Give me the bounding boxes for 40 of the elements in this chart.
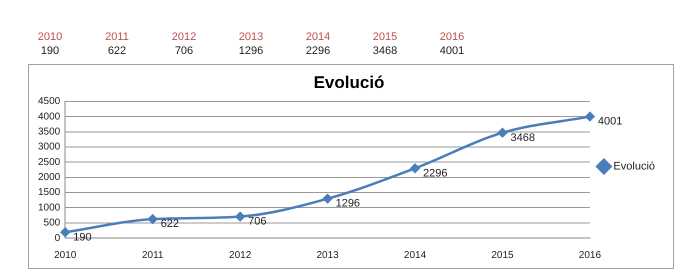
- x-tick-label: 2012: [229, 250, 252, 261]
- legend-label: Evolució: [613, 160, 655, 173]
- x-tick-label: 2015: [491, 250, 514, 261]
- text: 622: [106, 45, 128, 57]
- x-tick-label: 2014: [404, 250, 427, 261]
- data-label: 2296: [423, 167, 448, 180]
- text: 706: [174, 45, 194, 57]
- y-tick-label: 0: [54, 232, 61, 244]
- category-label: 2016: [440, 31, 464, 43]
- category-label: 2014: [306, 31, 330, 43]
- category-label: 2013: [238, 31, 264, 43]
- data-label: 622: [160, 218, 180, 230]
- category-label: 2010: [38, 31, 62, 43]
- text: 1296: [238, 45, 264, 57]
- data-label: 190: [73, 231, 92, 244]
- category-label: 2011: [105, 31, 129, 43]
- y-tick-label: 2000: [38, 172, 61, 184]
- y-tick-label: 500: [44, 218, 61, 229]
- category-label: 2015: [372, 31, 398, 43]
- text: 3468: [372, 45, 398, 57]
- y-tick-label: 1000: [38, 202, 61, 214]
- data-label: 4001: [598, 116, 622, 128]
- data-label: 1296: [336, 198, 360, 210]
- y-tick-label: 2500: [38, 156, 61, 168]
- y-tick-label: 3500: [38, 126, 61, 138]
- chart-title: Evolució: [314, 72, 384, 92]
- x-tick-label: 2010: [54, 250, 77, 261]
- data-label: 3468: [510, 132, 535, 144]
- x-tick-label: 2013: [316, 250, 340, 261]
- y-tick-label: 4500: [38, 96, 61, 108]
- y-tick-label: 1500: [38, 187, 61, 198]
- y-tick-label: 3000: [38, 142, 61, 153]
- category-label: 2012: [172, 31, 196, 43]
- x-tick-label: 2016: [578, 250, 602, 261]
- data-label: 706: [248, 216, 266, 228]
- text: 190: [40, 45, 60, 57]
- text: 4001: [438, 45, 466, 57]
- y-tick-label: 4000: [38, 111, 61, 122]
- text: 2296: [304, 45, 332, 57]
- x-tick-label: 2011: [142, 250, 164, 261]
